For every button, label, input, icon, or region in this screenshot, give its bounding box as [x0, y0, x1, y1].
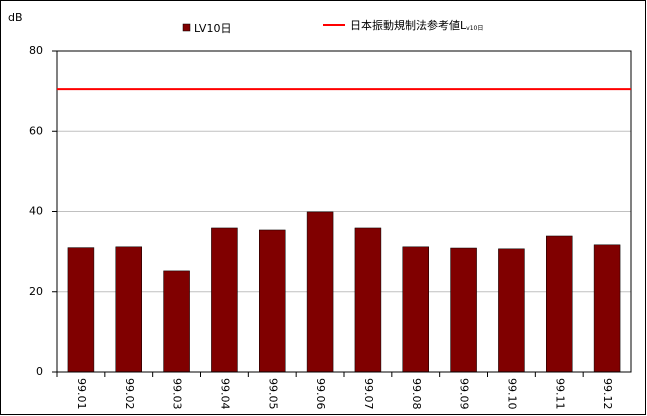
bar — [115, 246, 142, 373]
x-tick-label: 99.10 — [505, 378, 518, 409]
x-tick-label: 99.04 — [218, 378, 231, 410]
legend-label: 日本振動規制法参考値Lv10日 — [350, 18, 483, 32]
bar — [67, 247, 95, 373]
x-tick-label: 99.01 — [75, 378, 88, 410]
bar — [546, 235, 573, 373]
bar — [354, 227, 382, 373]
y-tick-label: 60 — [29, 124, 43, 137]
legend-label-main: 日本振動規制法参考値L — [350, 18, 467, 32]
x-tick-label: 99.11 — [553, 378, 566, 410]
bar — [259, 229, 286, 373]
x-tick-label: 99.12 — [601, 378, 614, 410]
x-tick-label: 99.03 — [171, 378, 184, 410]
x-tick-label: 99.02 — [123, 378, 136, 410]
bar — [163, 270, 190, 373]
bar — [593, 244, 621, 373]
legend-swatch — [182, 23, 191, 32]
legend-label-subscript: v10日 — [466, 25, 483, 32]
y-tick-label: 20 — [29, 285, 43, 298]
x-tick-label: 99.06 — [314, 378, 327, 410]
x-tick-label: 99.07 — [362, 378, 375, 410]
y-tick-label: 40 — [29, 205, 43, 218]
y-tick-label: 0 — [36, 365, 43, 378]
y-axis-label: dB — [8, 11, 23, 24]
bar — [211, 227, 238, 373]
bar — [402, 246, 429, 373]
y-tick-label: 80 — [29, 44, 43, 57]
bar — [498, 248, 525, 373]
x-tick-label: 99.05 — [266, 378, 279, 410]
plot-border — [56, 50, 632, 373]
x-tick-label: 99.09 — [458, 378, 471, 410]
legend-label: LV10日 — [194, 22, 231, 35]
bar — [306, 211, 334, 373]
x-tick-label: 99.08 — [410, 378, 423, 410]
bar — [450, 247, 477, 373]
